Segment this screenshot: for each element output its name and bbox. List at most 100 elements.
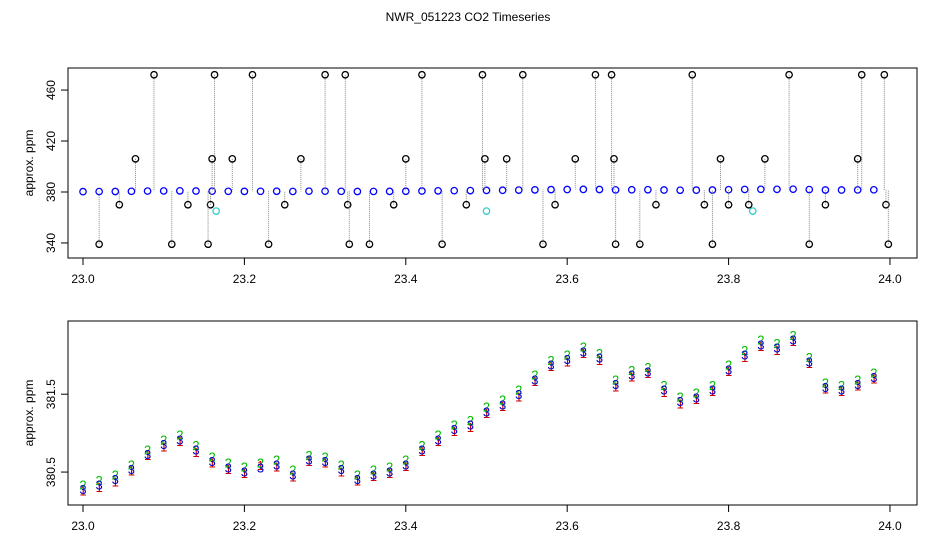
data-point: 1 <box>467 420 474 435</box>
data-point <box>547 185 555 194</box>
data-point <box>159 187 168 195</box>
data-point: 3 <box>596 351 603 366</box>
x-tick-label: 23.8 <box>717 519 741 533</box>
data-point: 3 <box>338 462 345 477</box>
data-point: 1 <box>709 384 716 399</box>
data-point: 2 <box>176 428 183 443</box>
data-point: 1 <box>192 445 199 460</box>
data-point: 2 <box>870 365 877 380</box>
data-point: 1 <box>790 334 797 349</box>
data-point <box>204 240 212 249</box>
data-point: 2 <box>596 346 603 361</box>
data-point <box>418 70 426 79</box>
data-point: 3 <box>225 460 232 475</box>
data-point: 3 <box>757 337 764 352</box>
data-point: 1 <box>128 463 135 478</box>
data-point <box>466 186 475 195</box>
data-point: 1 <box>580 346 587 361</box>
data-point: 1 <box>854 379 861 394</box>
data-point: 2 <box>451 418 458 433</box>
data-point <box>208 187 216 196</box>
data-point <box>740 185 749 194</box>
data-point: 1 <box>418 444 425 459</box>
data-point <box>882 200 890 209</box>
data-point <box>482 207 491 215</box>
data-point <box>192 187 200 195</box>
data-point <box>539 240 547 249</box>
data-point: 1 <box>257 458 264 473</box>
data-point: 1 <box>434 434 441 449</box>
data-point <box>321 70 329 79</box>
data-point: 1 <box>273 460 280 475</box>
data-point <box>353 187 362 196</box>
data-point: 3 <box>96 478 103 493</box>
data-point: 1 <box>112 474 119 489</box>
data-point <box>757 185 765 194</box>
data-point <box>208 155 216 163</box>
x-tick-label: 23.0 <box>71 519 95 533</box>
data-point: 2 <box>305 448 312 463</box>
data-point: 1 <box>644 366 651 381</box>
data-point <box>724 200 733 209</box>
data-point: 2 <box>96 473 103 488</box>
data-point <box>518 70 527 79</box>
x-tick-label: 23.4 <box>394 272 418 286</box>
data-point: 1 <box>160 439 167 454</box>
data-point: 2 <box>854 372 861 387</box>
data-point: 3 <box>128 462 135 477</box>
data-point: 1 <box>870 372 877 387</box>
data-point: 1 <box>225 462 232 477</box>
data-point <box>869 185 878 194</box>
data-point <box>744 200 753 209</box>
data-point: 3 <box>257 460 264 475</box>
data-point <box>692 186 701 195</box>
data-point: 1 <box>564 354 571 369</box>
data-point: 3 <box>693 390 700 405</box>
data-point <box>482 186 491 195</box>
data-point: 1 <box>531 374 538 389</box>
data-point <box>688 70 697 79</box>
data-point <box>365 240 374 249</box>
plot-frame <box>67 320 918 506</box>
x-tick-label: 23.6 <box>556 519 580 533</box>
data-point: 1 <box>176 434 183 449</box>
y-tick-label: 460 <box>44 80 58 100</box>
data-point: 2 <box>321 449 328 464</box>
data-point: 2 <box>822 376 829 391</box>
data-point <box>563 185 572 194</box>
data-point <box>248 70 257 79</box>
data-point <box>79 187 87 196</box>
data-point: 2 <box>112 467 119 482</box>
data-point <box>805 240 814 249</box>
data-point: 2 <box>725 358 732 373</box>
data-point: 1 <box>483 406 490 421</box>
data-point: 1 <box>628 369 635 384</box>
data-point: 2 <box>338 457 345 472</box>
data-point: 2 <box>644 360 651 375</box>
data-point: 2 <box>564 347 571 362</box>
data-point: 1 <box>451 424 458 439</box>
data-point: 2 <box>354 467 361 482</box>
data-point: 3 <box>451 422 458 437</box>
data-point: 2 <box>515 383 522 398</box>
data-point: 3 <box>209 454 216 469</box>
data-point <box>434 186 442 195</box>
data-point: 3 <box>741 347 748 362</box>
data-point: 3 <box>547 358 554 373</box>
x-tick-label: 23.4 <box>394 519 418 533</box>
data-point: 3 <box>241 464 248 479</box>
data-point: 3 <box>386 464 393 479</box>
data-point: 3 <box>822 380 829 395</box>
data-point <box>551 200 559 209</box>
data-point: 2 <box>257 456 264 471</box>
data-point <box>579 185 588 194</box>
data-point: 3 <box>192 442 199 457</box>
plot-frame <box>67 67 918 259</box>
data-point <box>95 240 103 249</box>
data-point <box>385 187 394 196</box>
data-point: 3 <box>515 387 522 402</box>
data-point <box>716 155 725 163</box>
data-point <box>880 70 889 79</box>
data-point <box>401 187 410 196</box>
